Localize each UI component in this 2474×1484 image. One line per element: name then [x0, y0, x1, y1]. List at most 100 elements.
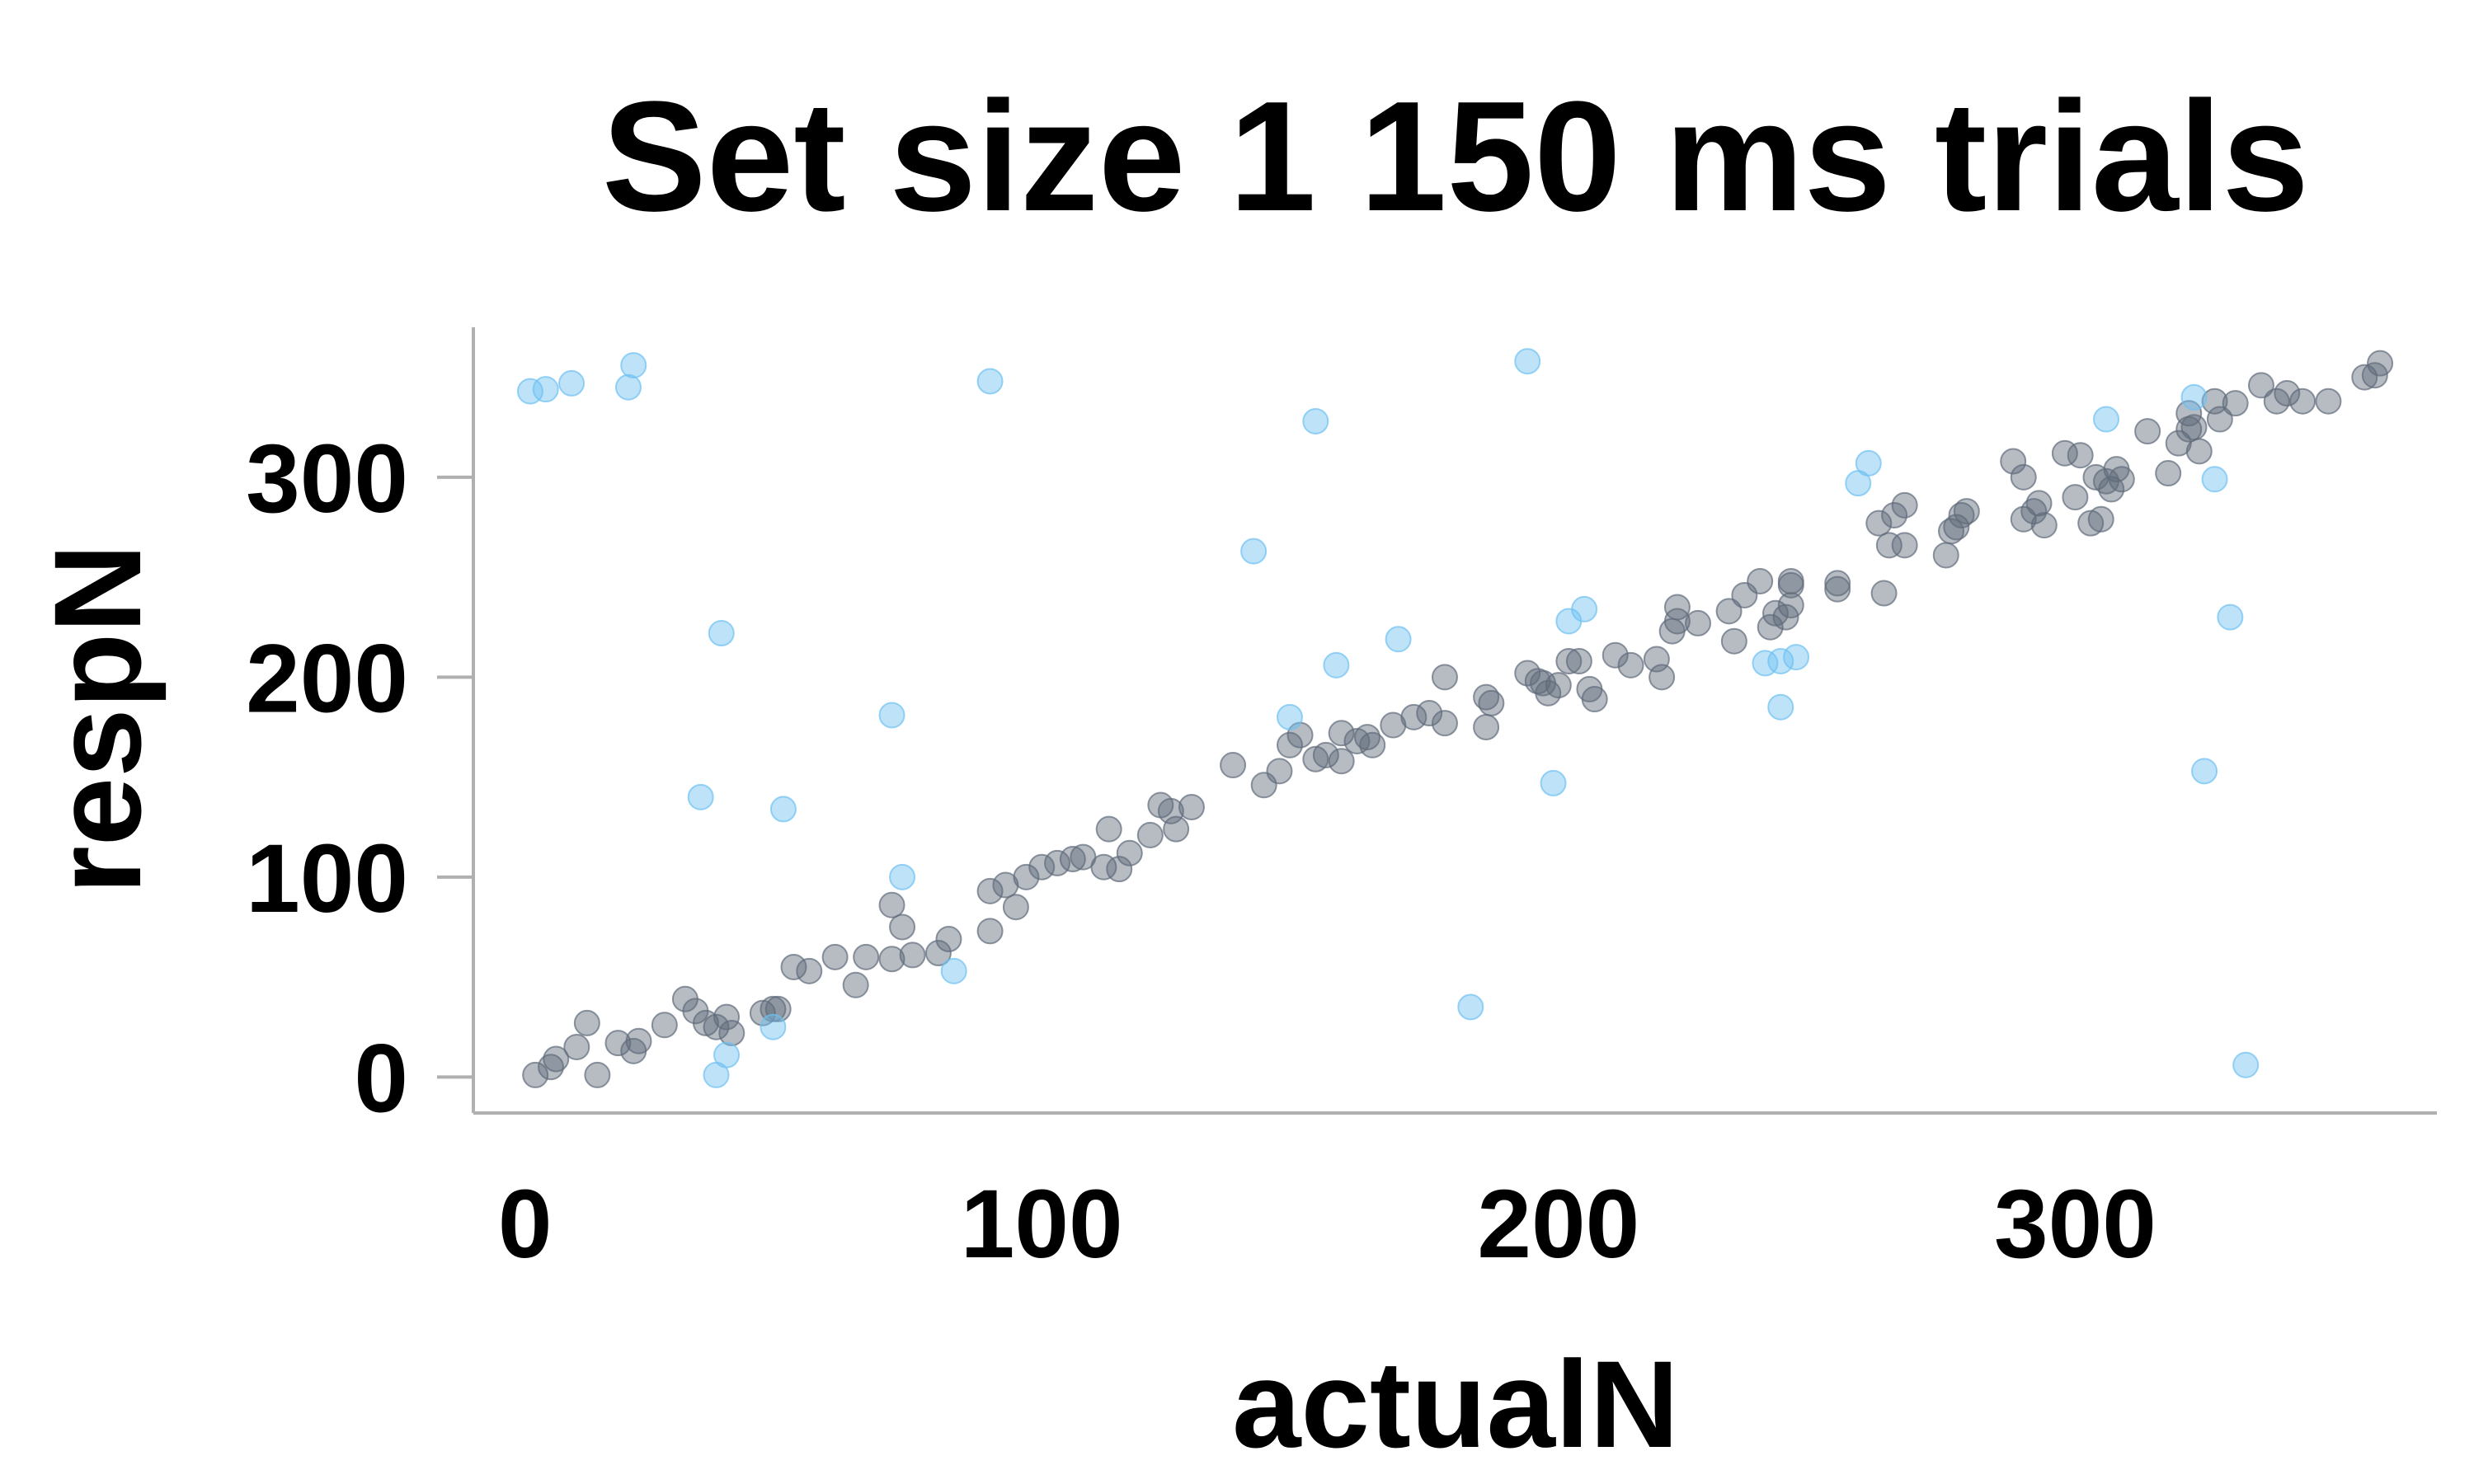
data-point: [522, 1061, 549, 1088]
data-point: [1473, 713, 1500, 740]
data-point: [976, 368, 1004, 395]
data-point: [1178, 793, 1205, 820]
data-point: [1891, 491, 1918, 519]
x-tick-label: 300: [1994, 1170, 2157, 1279]
data-point: [1385, 626, 1412, 653]
data-point: [878, 946, 905, 973]
data-point: [769, 796, 797, 823]
data-point: [1276, 703, 1303, 730]
data-point: [2067, 442, 2094, 469]
data-point: [749, 999, 776, 1026]
data-point: [1013, 863, 1040, 890]
data-point: [625, 1027, 652, 1054]
data-point: [821, 943, 849, 970]
data-point: [2108, 466, 2135, 493]
data-point: [2030, 512, 2058, 539]
data-point: [1767, 693, 1794, 721]
data-point: [2010, 463, 2037, 491]
data-point: [992, 871, 1019, 899]
data-point: [532, 376, 559, 403]
data-point: [1276, 731, 1303, 758]
data-point: [614, 373, 642, 401]
data-point: [2201, 466, 2228, 493]
data-point: [1720, 627, 1747, 655]
data-point: [1948, 501, 1975, 528]
y-tick-label: 300: [246, 425, 408, 533]
data-point: [713, 1041, 741, 1068]
data-point: [2180, 383, 2208, 411]
data-point: [1478, 689, 1505, 716]
x-axis-label: actualN: [1232, 1335, 1679, 1473]
data-point: [703, 1013, 730, 1040]
data-point: [1865, 510, 1893, 537]
data-point: [1881, 501, 1908, 528]
data-point: [1581, 686, 1608, 713]
data-point: [1044, 849, 1071, 876]
data-point: [1545, 672, 1572, 699]
data-point: [1431, 664, 1458, 691]
data-point: [780, 953, 807, 980]
data-point: [1328, 748, 1355, 775]
chart-title: Set size 1 150 ms trials: [602, 69, 2309, 244]
data-point: [2155, 460, 2182, 487]
data-point: [1328, 720, 1355, 747]
data-point: [1353, 724, 1380, 751]
data-point: [1855, 449, 1882, 477]
data-point: [2247, 372, 2274, 399]
data-point: [692, 1009, 719, 1036]
data-points: [516, 348, 2394, 1088]
data-point: [1400, 703, 1427, 730]
data-point: [1359, 731, 1386, 758]
data-point: [2217, 603, 2244, 631]
data-point: [573, 1009, 600, 1036]
data-point: [1571, 595, 1598, 622]
data-point: [1684, 609, 1711, 636]
data-point: [1649, 664, 1676, 691]
data-point: [1617, 651, 1644, 679]
x-tick-label: 100: [961, 1170, 1123, 1279]
data-point: [1565, 647, 1592, 674]
data-point: [899, 942, 926, 969]
data-point: [842, 971, 869, 998]
data-point: [1757, 613, 1784, 641]
data-point: [1824, 575, 1851, 603]
data-point: [2000, 448, 2027, 475]
data-point: [2274, 380, 2301, 407]
data-point: [853, 943, 880, 970]
data-point: [2098, 476, 2125, 503]
data-point: [1514, 348, 1541, 375]
data-point: [1663, 594, 1691, 621]
data-point: [1777, 567, 1804, 594]
data-point: [1715, 598, 1743, 625]
x-tick-label: 0: [498, 1170, 553, 1279]
data-point: [1602, 641, 1629, 669]
data-point: [796, 957, 823, 984]
data-point: [563, 1033, 590, 1060]
data-point: [1416, 700, 1443, 727]
data-point: [1116, 839, 1143, 866]
data-point: [537, 1054, 564, 1081]
data-point: [1761, 599, 1789, 627]
data-point: [1891, 532, 1918, 559]
data-point: [1870, 580, 1898, 607]
data-point: [1095, 815, 1122, 843]
data-point: [543, 1045, 570, 1073]
data-point: [1824, 570, 1851, 597]
data-point: [1457, 993, 1484, 1021]
data-point: [935, 926, 962, 953]
y-tick-label: 0: [354, 1024, 408, 1133]
data-point: [2289, 387, 2316, 415]
data-point: [1266, 758, 1293, 785]
data-point: [2315, 387, 2342, 415]
data-point: [1136, 821, 1164, 848]
data-point: [1240, 538, 1268, 565]
data-point: [1767, 647, 1794, 674]
x-ticks: 0 100 200 300: [498, 1170, 2157, 1279]
y-axis-label: respN: [28, 543, 167, 894]
data-point: [1875, 532, 1903, 559]
data-point: [1302, 407, 1329, 434]
data-point: [889, 863, 916, 890]
data-point: [1431, 710, 1458, 737]
data-point: [2185, 438, 2213, 465]
